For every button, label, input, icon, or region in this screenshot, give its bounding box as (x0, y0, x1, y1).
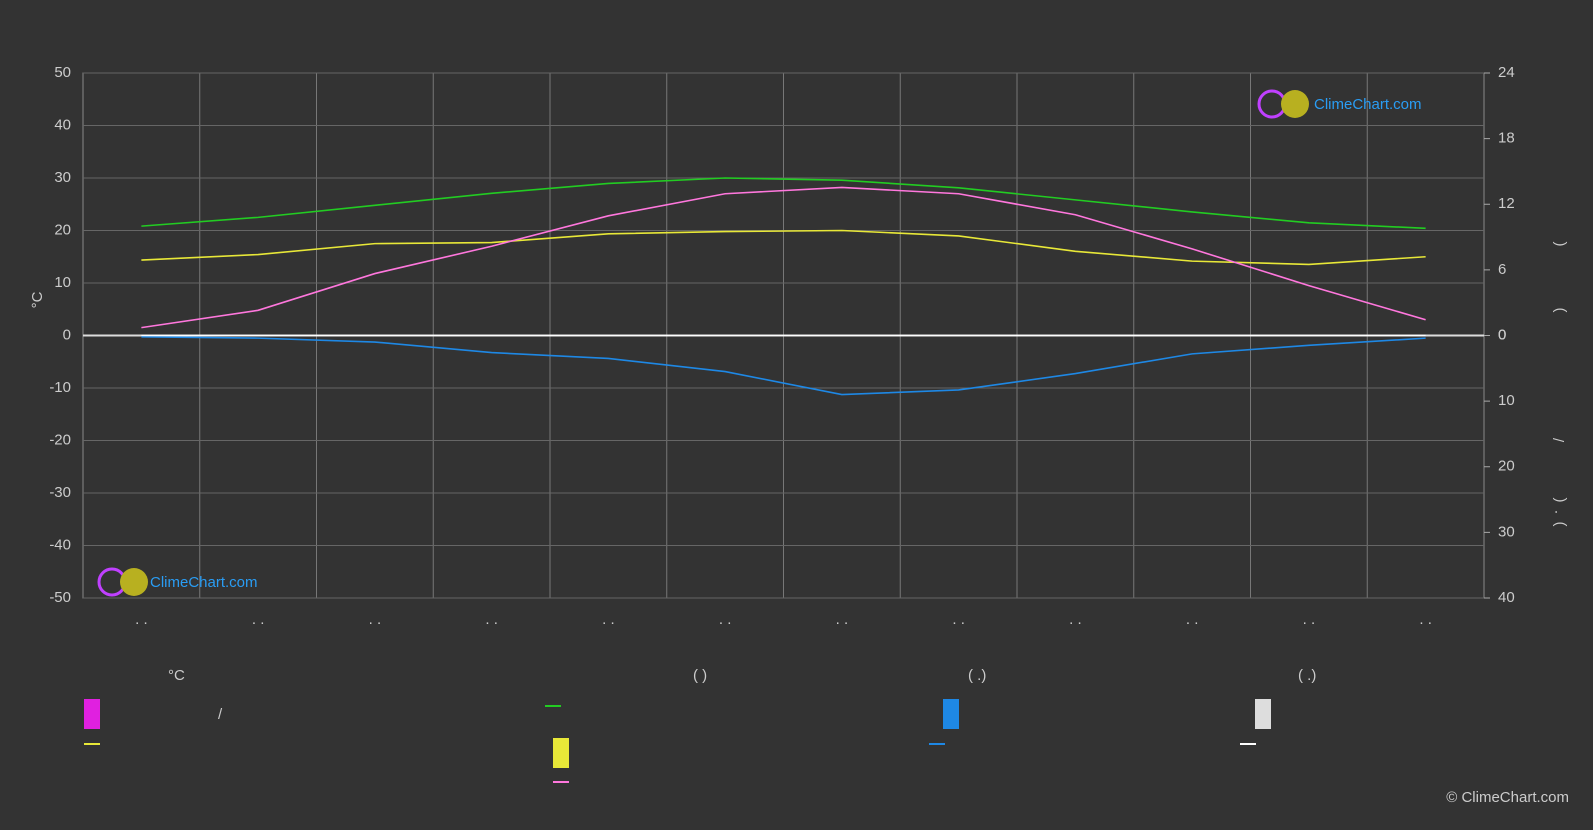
x-tick-label: . . (135, 611, 148, 628)
legend (84, 705, 1256, 783)
y2-label: ) (1551, 308, 1568, 313)
series-line (141, 229, 1426, 266)
y3-label: ( (1551, 498, 1568, 503)
y3-tick-label: 0 (1498, 326, 1506, 343)
y-tick-label: -40 (49, 536, 71, 553)
logo: ClimeChart.com (1257, 89, 1422, 119)
logo-text: ClimeChart.com (150, 574, 258, 591)
x-tick-label: . . (1419, 611, 1432, 628)
legend-header: ( ) (693, 667, 707, 684)
legend-text: / (218, 706, 223, 723)
y-tick-label: -30 (49, 484, 71, 501)
y3-tick-label: 30 (1498, 523, 1515, 540)
series-line (141, 177, 1426, 230)
x-tick-label: . . (1303, 611, 1316, 628)
y2-tick-label: 18 (1498, 130, 1515, 147)
y-tick-label: 50 (54, 64, 71, 81)
y-tick-label: 0 (63, 326, 71, 343)
x-tick-label: . . (719, 611, 732, 628)
y-axis-label: °C (29, 291, 46, 308)
y2-tick-label: 24 (1498, 64, 1515, 81)
legend-header: ( .) (968, 667, 986, 684)
series-line (141, 336, 1426, 396)
y-tick-label: 30 (54, 169, 71, 186)
y3-label: ) (1551, 522, 1568, 527)
legend-swatch (84, 699, 100, 729)
y3-tick-label: 10 (1498, 392, 1515, 409)
x-tick-label: . . (836, 611, 849, 628)
y-tick-label: 10 (54, 274, 71, 291)
y-tick-label: -10 (49, 379, 71, 396)
x-tick-label: . . (369, 611, 382, 628)
legend-swatch (553, 738, 569, 768)
y-tick-label: 20 (54, 221, 71, 238)
y2-tick-label: 0 (1498, 326, 1506, 343)
y2-tick-label: 6 (1498, 261, 1506, 278)
y2-label: ( (1551, 242, 1568, 247)
logo: ClimeChart.com (97, 567, 258, 597)
y2-tick-label: 12 (1498, 195, 1515, 212)
x-tick-label: . . (485, 611, 498, 628)
y3-label: · (1547, 510, 1564, 515)
y-tick-label: 40 (54, 116, 71, 133)
copyright: © ClimeChart.com (1446, 789, 1569, 806)
y-tick-label: -50 (49, 589, 71, 606)
x-tick-label: . . (952, 611, 965, 628)
y-tick-label: -20 (49, 431, 71, 448)
logo-sun (1281, 90, 1309, 118)
x-tick-label: . . (1186, 611, 1199, 628)
legend-header: °C (168, 667, 185, 684)
legend-swatch (1255, 699, 1271, 729)
series-line (141, 186, 1426, 329)
y3-label: / (1551, 437, 1568, 442)
y3-tick-label: 20 (1498, 458, 1515, 475)
x-tick-label: . . (602, 611, 615, 628)
y3-tick-label: 40 (1498, 589, 1515, 606)
legend-header: ( .) (1298, 667, 1316, 684)
x-tick-label: . . (252, 611, 265, 628)
x-tick-label: . . (1069, 611, 1082, 628)
legend-swatch (943, 699, 959, 729)
logo-text: ClimeChart.com (1314, 96, 1422, 113)
marks (141, 177, 1426, 396)
logo-sun (120, 568, 148, 596)
